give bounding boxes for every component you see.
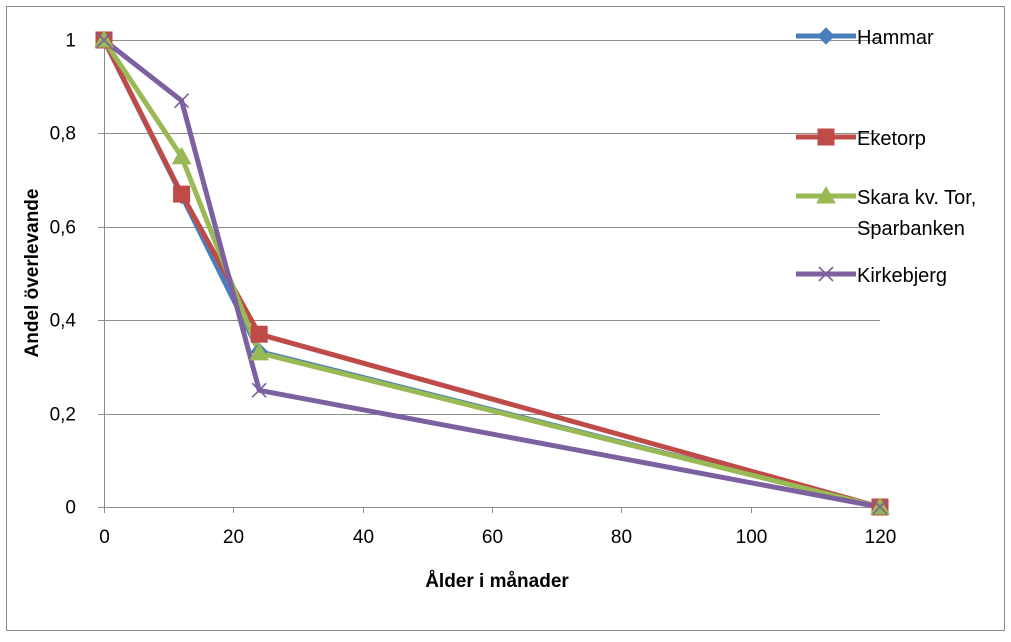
- axes: 0 0,2 0,4 0,6 0,8 1 0 20 40 60 80 100 120: [50, 31, 897, 549]
- y-tick-label: 0,4: [50, 311, 77, 332]
- chart-area-border: [6, 6, 1005, 631]
- legend-entry-kirkebjerg: Kirkebjerg: [796, 265, 947, 287]
- legend-marker-kirkebjerg-stroke-b: [818, 266, 834, 282]
- data-point-eketorp-1: [173, 185, 191, 203]
- data-point-kirkebjerg-0: [96, 32, 112, 48]
- data-point-kirkebjerg-1-stroke-b: [174, 93, 190, 109]
- legend-marker-eketorp: [817, 128, 835, 146]
- y-tick-label: 0: [65, 498, 76, 519]
- data-point-kirkebjerg-3: [872, 499, 888, 515]
- x-tick-label: 40: [353, 527, 374, 548]
- data-point-kirkebjerg-2-stroke-b: [251, 382, 267, 398]
- x-tick-label: 100: [736, 527, 768, 548]
- legend-label-kirkebjerg: Kirkebjerg: [857, 265, 947, 287]
- x-tick-label: 120: [865, 527, 897, 548]
- data-point-skara-kv-tor-sparbanken-1: [171, 146, 192, 165]
- legend-entry-hammar: Hammar: [796, 27, 934, 49]
- x-tick-label: 20: [223, 527, 244, 548]
- data-point-kirkebjerg-1: [174, 93, 190, 109]
- series-lines: [101, 37, 883, 510]
- legend-label-hammar: Hammar: [857, 27, 934, 49]
- y-tick-label: 1: [65, 31, 76, 52]
- x-tick-label: 60: [482, 527, 503, 548]
- x-tick-label: 0: [99, 527, 110, 548]
- legend-label-skara-kv-tor-sparbanken: Skara kv. Tor,: [857, 187, 976, 209]
- data-point-kirkebjerg-0-stroke-b: [96, 32, 112, 48]
- y-tick-label: 0,8: [50, 124, 76, 145]
- legend-entry-eketorp: Eketorp: [796, 128, 926, 150]
- x-tick-label: 80: [611, 527, 632, 548]
- data-point-skara-kv-tor-sparbanken-2: [249, 342, 270, 361]
- legend-marker-hammar: [817, 27, 835, 45]
- legend-label-eketorp: Eketorp: [857, 128, 926, 150]
- x-axis-title: Ålder i månader: [425, 571, 569, 592]
- data-point-kirkebjerg-3-stroke-b: [872, 499, 888, 515]
- series-line-kirkebjerg: [101, 37, 883, 510]
- y-tick-label: 0,6: [50, 218, 76, 239]
- legend-entry-skara-kv-tor-sparbanken: Skara kv. Tor, Sparbanken: [796, 185, 976, 240]
- legend-marker-skara-kv-tor-sparbanken: [816, 185, 836, 204]
- y-axis-title: Andel överlevande: [22, 189, 43, 358]
- data-point-eketorp-2: [250, 325, 268, 343]
- series-line-eketorp: [101, 37, 883, 510]
- legend-label-skara-kv-tor-sparbanken: Sparbanken: [857, 218, 965, 240]
- y-tick-label: 0,2: [50, 405, 76, 426]
- legend: Hammar Eketorp Skara kv. Tor, Sparbanken Kir…: [796, 27, 976, 287]
- series-markers: [94, 29, 890, 516]
- data-point-kirkebjerg-2: [251, 382, 267, 398]
- legend-marker-kirkebjerg: [818, 266, 834, 282]
